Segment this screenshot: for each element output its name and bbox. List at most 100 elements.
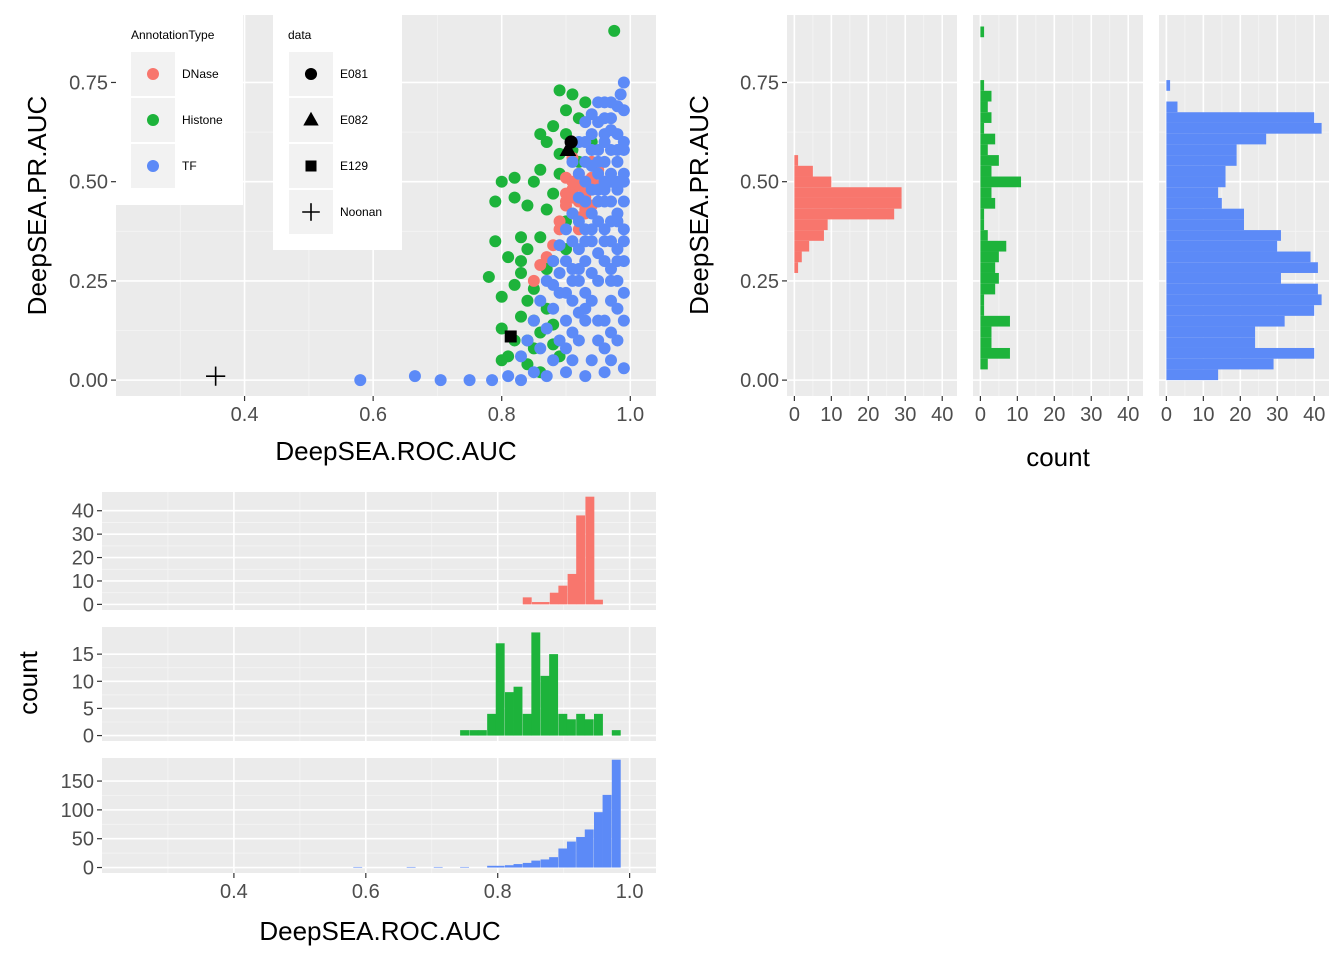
- pr-hist-tf-x-tick-label: 40: [1303, 404, 1325, 426]
- scatter-point-tf: [560, 314, 572, 327]
- pr-hist-dnase-bar: [794, 176, 832, 188]
- scatter-point-histone: [527, 175, 540, 188]
- pr-hist-tf-bar: [1166, 219, 1244, 231]
- pr-hist-tf-bar: [1166, 187, 1219, 198]
- scatter-point-tf: [572, 243, 585, 256]
- roc-hist-histone-bar: [460, 730, 470, 736]
- pr-hist-tf-bar: [1166, 176, 1226, 188]
- scatter-point-tf: [566, 294, 579, 307]
- roc-hist-dnase-y-tick-label: 20: [72, 548, 94, 570]
- pr-hist-tf-bar: [1166, 294, 1322, 306]
- roc-hist-histone-bar: [594, 713, 603, 736]
- pr-hist-dnase-x-tick-label: 20: [857, 404, 879, 426]
- scatter-point-tf: [592, 155, 605, 168]
- legend-marker-noonan: [302, 203, 320, 221]
- scatter-point-tf: [585, 207, 598, 220]
- pr-hist-y-axis-title: DeepSEA.PR.AUC: [684, 95, 714, 315]
- pr-hist-tf-bar: [1166, 315, 1285, 327]
- roc-hist-tf-bar: [558, 848, 568, 868]
- scatter-point-tf: [592, 334, 605, 347]
- scatter-point-tf: [540, 370, 553, 383]
- scatter-point-histone: [495, 175, 508, 188]
- scatter-point-tf: [611, 207, 624, 220]
- scatter-point-tf: [560, 223, 572, 236]
- scatter-point-tf: [566, 354, 579, 367]
- roc-hist-tf-bar: [611, 759, 621, 868]
- scatter-point-tf: [617, 143, 630, 156]
- pr-hist-tf-bar: [1166, 122, 1322, 134]
- roc-hist-histone-bar: [549, 654, 559, 736]
- scatter-point-tf: [617, 362, 630, 375]
- pr-hist-tf-x-tick-label: 30: [1266, 404, 1288, 426]
- roc-hist-y-axis-title: count: [13, 650, 43, 714]
- pr-hist-tf-bar: [1166, 283, 1318, 295]
- scatter-point-tf: [605, 354, 617, 367]
- scatter-point-tf: [579, 370, 592, 383]
- scatter-point-tf: [553, 334, 566, 347]
- scatter-point-histone: [495, 354, 508, 367]
- roc-hist-histone-bar: [513, 686, 523, 736]
- roc-hist-histone-bar: [504, 692, 514, 736]
- scatter-point-tf: [598, 136, 611, 148]
- roc-hist-tf-bar: [495, 865, 505, 868]
- legend-swatch-dnase: [147, 68, 159, 80]
- roc-hist-x-tick-label: 1.0: [616, 881, 644, 903]
- scatter-point-tf: [579, 175, 592, 188]
- pr-hist-histone-bar: [980, 165, 992, 177]
- roc-hist-dnase-bar: [594, 599, 603, 605]
- scatter-point-tf: [521, 334, 534, 347]
- pr-hist-tf-bar: [1166, 208, 1244, 220]
- scatter-point-tf: [617, 235, 630, 248]
- scatter-point-tf: [463, 374, 476, 387]
- roc-hist-dnase-y-tick-label: 0: [83, 594, 94, 616]
- scatter-point-tf: [566, 235, 579, 248]
- scatter-point-tf: [611, 302, 624, 315]
- scatter-point-tf: [566, 326, 579, 339]
- scatter-point-tf: [579, 314, 592, 327]
- scatter-point-histone: [608, 24, 621, 37]
- scatter-point-histone: [515, 231, 527, 244]
- scatter-point-histone: [534, 163, 547, 176]
- scatter-point-tf: [592, 247, 605, 260]
- roc-hist-histone-bar: [611, 730, 621, 736]
- roc-hist-histone-bar: [540, 675, 550, 736]
- scatter-point-tf: [598, 175, 611, 188]
- scatter-point-tf: [486, 374, 499, 387]
- scatter-point-tf: [560, 366, 572, 379]
- scatter-point-tf: [598, 235, 611, 248]
- pr-hist-histone-bar: [980, 294, 985, 306]
- legend-label-tf: TF: [182, 159, 197, 173]
- pr-hist-histone-x-tick-label: 0: [975, 404, 986, 426]
- scatter-point-tf: [534, 294, 547, 307]
- scatter-point-tf: [585, 143, 598, 156]
- roc-hist-tf-y-tick-label: 100: [61, 800, 94, 822]
- scatter-point-dnase: [527, 274, 540, 287]
- pr-hist-tf-bar: [1166, 262, 1318, 273]
- scatter-point-tf: [408, 370, 421, 383]
- scatter-point-histone: [579, 96, 592, 109]
- pr-hist-histone-bar: [980, 80, 985, 91]
- roc-hist-tf-bar: [522, 862, 532, 868]
- pr-hist-histone-panel-background: [973, 15, 1143, 396]
- roc-hist-histone-bar: [531, 632, 541, 736]
- pr-hist-tf-bar: [1166, 305, 1315, 316]
- scatter-point-noonan: [206, 366, 226, 386]
- roc-hist-histone-y-tick-label: 5: [83, 698, 94, 720]
- roc-hist-histone-bar: [576, 713, 586, 736]
- pr-hist-tf-bar: [1166, 347, 1315, 359]
- scatter-point-histone: [482, 270, 495, 283]
- roc-hist-histone-bar: [469, 730, 479, 736]
- scatter-point-tf: [614, 88, 627, 101]
- scatter-point-tf: [585, 266, 598, 279]
- scatter-point-tf: [579, 255, 592, 268]
- pr-hist-dnase-bar: [794, 197, 902, 209]
- scatter-point-tf: [585, 128, 598, 141]
- roc-hist-tf-bar: [460, 866, 470, 868]
- scatter-point-tf: [617, 286, 630, 299]
- pr-hist-dnase-bar: [794, 165, 813, 177]
- scatter-point-histone: [521, 358, 534, 371]
- pr-hist-histone-x-tick-label: 40: [1117, 404, 1139, 426]
- scatter-point-histone: [547, 187, 560, 200]
- scatter-point-tf: [572, 167, 585, 180]
